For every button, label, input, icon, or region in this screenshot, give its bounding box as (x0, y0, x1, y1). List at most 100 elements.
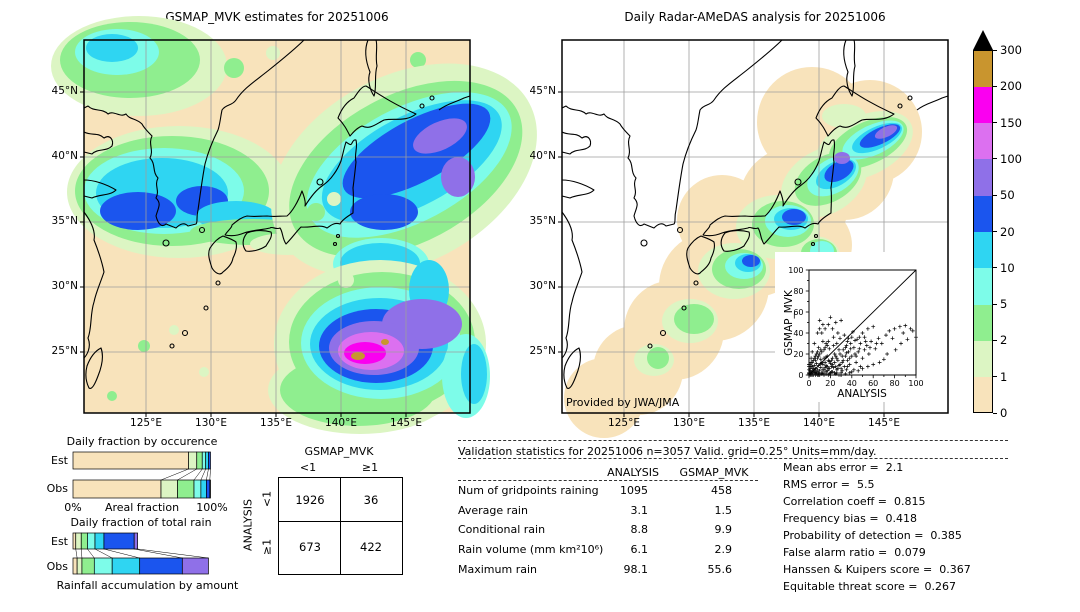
colorbar-segment (973, 231, 993, 269)
scatter-point (818, 347, 823, 352)
stats-row: Conditional rain 8.8 9.9 (458, 523, 738, 537)
colorbar-tick-label: 0 (1000, 406, 1008, 420)
occ-bars-est-segment-green (196, 451, 203, 470)
scatter-point (866, 326, 870, 331)
colorbar-border (973, 50, 993, 413)
occ-bars-obs-segment-palegreen (160, 479, 178, 499)
occ-bars-est-segment-blue (208, 451, 211, 470)
colorbar-tick (993, 122, 997, 124)
scatter-point (816, 363, 821, 368)
stats-extra-line: Frequency bias = 0.418 (783, 512, 918, 525)
occ-bars-connector (177, 468, 197, 481)
tot-bars-connector (94, 548, 113, 559)
stats-row-analysis-value: 98.1 (623, 562, 649, 576)
occ-bars-obs-segment-green (177, 479, 195, 499)
scatter-point (857, 346, 862, 351)
scatter-point (877, 360, 882, 365)
scatter-point (812, 363, 817, 368)
colorbar-tick-label: 5 (1000, 297, 1008, 312)
scatter-point (842, 364, 847, 369)
stats-row-analysis-value: 3.1 (630, 503, 649, 517)
scatter-point (811, 358, 816, 363)
scatter-point (814, 361, 819, 366)
stats-row-label: Average rain (458, 503, 528, 517)
stats-extra-line: Probability of detection = 0.385 (783, 529, 962, 542)
scatter-point (821, 367, 825, 372)
scatter-point (809, 356, 813, 361)
occ-bars-obs-segment-purple (209, 479, 211, 499)
inset-xlabel: ANALYSIS (837, 388, 887, 400)
tot-bars-est-segment-aqua (87, 532, 96, 550)
scatter-point (892, 326, 897, 331)
scatter-point (830, 370, 835, 374)
scatter-point (871, 362, 876, 367)
scatter-point (827, 359, 832, 364)
scatter-point (905, 337, 910, 342)
scatter-point (838, 336, 842, 341)
scatter-point (826, 366, 831, 371)
scatter-point (834, 341, 839, 346)
tot-bars-est-segment-peach (72, 532, 77, 550)
scatter-point (810, 368, 815, 373)
scatter-point (844, 351, 849, 355)
inset-xtick-label: 100 (908, 379, 923, 388)
scatter-point (821, 362, 825, 367)
scatter-point (856, 350, 861, 354)
scatter-point (818, 361, 823, 366)
stats-row-label: Maximum rain (458, 562, 537, 576)
colorbar-segment (973, 158, 993, 196)
scatter-point (864, 343, 869, 348)
scatter-point (868, 345, 872, 350)
stats-extra: Mean abs error = 2.1 RMS error = 5.5 Corre… (783, 461, 1013, 597)
inset-ticks (805, 269, 917, 379)
scatter-point (825, 368, 830, 373)
scatter-point (831, 343, 836, 348)
totalrain-caption: Rainfall accumulation by amount (56, 579, 239, 592)
inset-scatter: 00 20 20 40 40 60 60 80 80 100 100 ANALYSIS GSMAP_… (775, 252, 948, 402)
scatter-point (818, 365, 823, 370)
occ-bars-connector (160, 468, 189, 481)
scatter-point (862, 347, 867, 352)
tot-bars-est-segment-cyan (94, 532, 105, 550)
tot-bars-obs-segment-aqua (93, 557, 113, 575)
tot-bars-obs-segment-cyan (111, 557, 141, 575)
scatter-point (851, 330, 855, 334)
scatter-point (819, 331, 824, 335)
scatter-point (899, 341, 903, 346)
colorbar-tick (993, 412, 997, 414)
scatter-point (818, 357, 823, 362)
colorbar-segment (973, 267, 993, 305)
tot-bars-connector (103, 548, 140, 559)
scatter-point (862, 335, 867, 340)
scatter-point (867, 352, 871, 356)
inset-identity-line (808, 269, 917, 376)
inset-ytick-label: 0 (798, 371, 803, 380)
scatter-point (852, 367, 856, 372)
tot-bars-obs-segment-blue (139, 557, 183, 575)
contingency-col-label-ge1: ≥1 (361, 461, 379, 474)
stats-row: Maximum rain 98.1 55.6 (458, 563, 738, 577)
scatter-point (856, 368, 861, 373)
scatter-point (831, 335, 836, 340)
colorbar-tick-label: 100 (1000, 151, 1022, 166)
tot-bars-obs-segment-peach (72, 557, 78, 575)
scatter-point (815, 356, 820, 361)
stats-row-label: Rain volume (mm km²10⁶) (458, 543, 604, 557)
colorbar-tick-label: 50 (1000, 188, 1015, 203)
colorbar-tick-label: 10 (1000, 260, 1015, 275)
scatter-point (841, 358, 846, 363)
right-map-xtick: 125°E (608, 417, 640, 429)
scatter-point (845, 364, 850, 369)
stats-title: Validation statistics for 20251006 n=305… (458, 445, 877, 458)
occ-bars-connector (193, 468, 203, 481)
contingency-divider-h (279, 521, 402, 523)
stats-row-analysis-value: 1095 (620, 484, 648, 497)
scatter-point (844, 343, 849, 348)
stats-row: Average rain 3.1 1.5 (458, 504, 738, 518)
stats-dash-header (458, 480, 758, 481)
scatter-point (829, 364, 834, 369)
scatter-point (817, 352, 822, 356)
colorbar-tick (993, 85, 997, 87)
tot-bars-obs-segment-palegreen (76, 557, 83, 575)
scatter-point (817, 368, 822, 373)
